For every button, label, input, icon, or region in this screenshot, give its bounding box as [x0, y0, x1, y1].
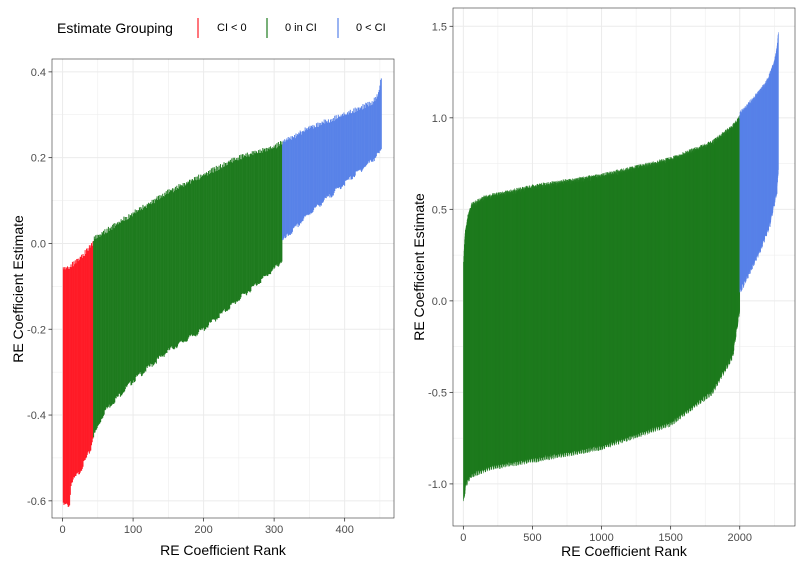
x-tick-label: 1000 [589, 532, 613, 544]
right-marks [463, 32, 779, 502]
legend: Estimate Grouping CI < 0 0 in CI 0 < CI [57, 18, 386, 38]
left-x-axis-title: RE Coefficient Rank [160, 542, 287, 558]
x-tick-label: 500 [523, 532, 541, 544]
left-panel: 0 100 200 300 400 -0.6 -0.4 -0.2 0.0 0.2 0.4 RE C… [10, 58, 395, 558]
series-0-ci [739, 32, 779, 293]
y-tick-label: 0.0 [31, 238, 46, 250]
left-y-axis: -0.6 -0.4 -0.2 0.0 0.2 0.4 [27, 67, 52, 508]
y-tick-label: 1.0 [432, 113, 447, 125]
right-x-axis-title: RE Coefficient Rank [561, 543, 688, 559]
series-ci-0 [62, 241, 94, 507]
right-y-axis-title: RE Coefficient Estimate [411, 193, 427, 341]
x-tick-label: 400 [335, 524, 353, 536]
x-tick-label: 2000 [727, 532, 751, 544]
right-panel: 0 500 1000 1500 2000 -1.0 -0.5 0.0 0.5 1.0 1.5 RE… [411, 7, 796, 559]
x-tick-label: 0 [460, 532, 466, 544]
y-tick-label: 0.4 [31, 67, 46, 79]
y-tick-label: 0.5 [432, 204, 447, 216]
left-y-axis-title: RE Coefficient Estimate [10, 215, 26, 363]
y-tick-label: -0.2 [27, 324, 46, 336]
legend-title: Estimate Grouping [57, 20, 173, 36]
y-tick-label: 0.0 [432, 296, 447, 308]
left-x-axis: 0 100 200 300 400 [60, 518, 354, 536]
series-0-ci [282, 78, 382, 241]
x-tick-label: 1500 [658, 532, 682, 544]
legend-label-ci-positive: 0 < CI [356, 22, 386, 34]
left-panel-border [51, 58, 395, 519]
x-tick-label: 300 [265, 524, 283, 536]
y-tick-label: -0.6 [27, 496, 46, 508]
x-tick-label: 200 [194, 524, 212, 536]
legend-label-ci-negative: CI < 0 [217, 22, 247, 34]
legend-label-zero-in-ci: 0 in CI [285, 22, 317, 34]
y-tick-label: -0.5 [428, 387, 447, 399]
x-tick-label: 100 [124, 524, 142, 536]
right-x-axis: 0 500 1000 1500 2000 [460, 526, 752, 544]
right-panel-border [452, 7, 796, 527]
y-tick-label: 1.5 [432, 21, 447, 33]
x-tick-label: 0 [60, 524, 66, 536]
series-0-in-ci [93, 141, 283, 438]
left-marks [62, 78, 382, 507]
y-tick-label: 0.2 [31, 153, 46, 165]
y-tick-label: -0.4 [27, 410, 46, 422]
series-0-in-ci [463, 115, 741, 502]
y-tick-label: -1.0 [428, 479, 447, 491]
right-y-axis: -1.0 -0.5 0.0 0.5 1.0 1.5 [428, 21, 453, 491]
